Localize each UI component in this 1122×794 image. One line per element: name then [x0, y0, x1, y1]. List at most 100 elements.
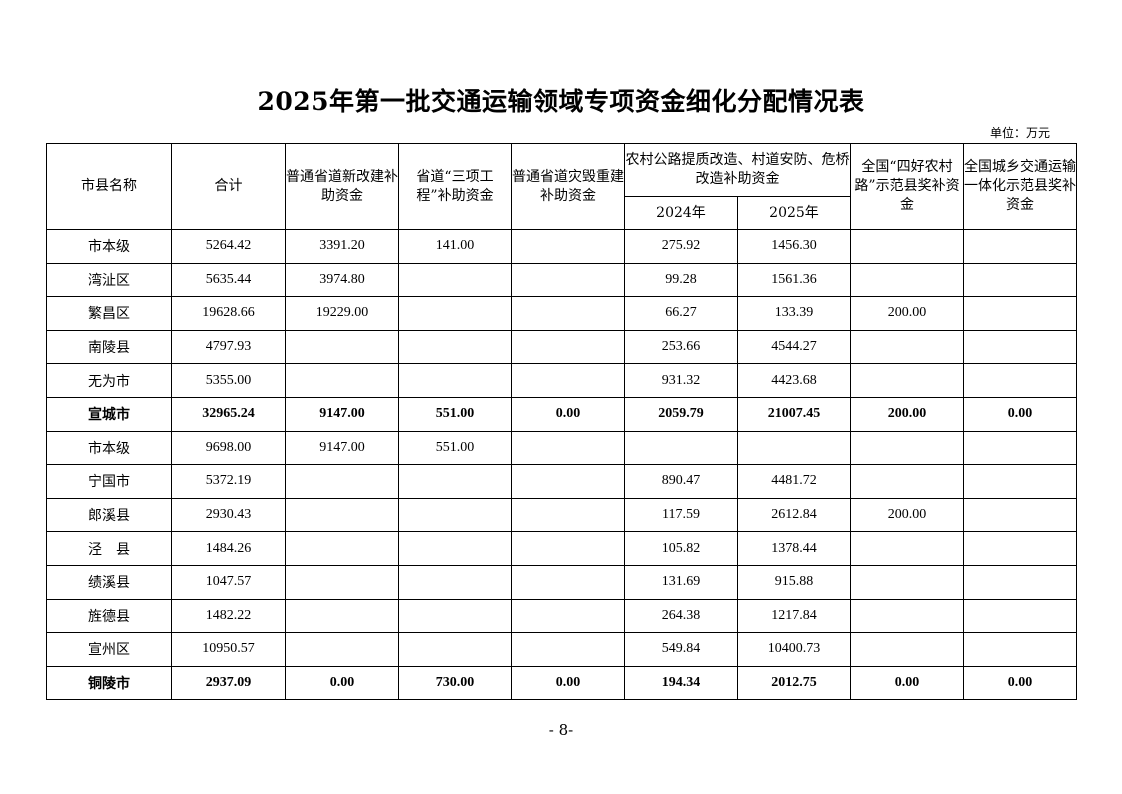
cell-c3: 0.00	[511, 396, 625, 432]
unit-label: 单位：万元	[989, 126, 1050, 140]
cell-c5	[850, 363, 964, 398]
cell-c6	[963, 564, 1077, 600]
cell-c4b: 1456.30	[737, 229, 851, 264]
cell-c3	[511, 497, 625, 533]
cell-c3	[511, 598, 625, 634]
page-number: - 8-	[548, 721, 574, 739]
cell-c2: 141.00	[398, 229, 512, 264]
cell-c3: 0.00	[511, 665, 625, 701]
cell-c4b: 1378.44	[737, 531, 851, 566]
cell-c4a: 275.92	[624, 229, 738, 264]
cell-c3	[511, 363, 625, 398]
cell-c1	[285, 632, 399, 667]
cell-c6: 0.00	[963, 665, 1077, 701]
cell-c3	[511, 464, 625, 499]
cell-c4b	[737, 430, 851, 466]
cell-c3	[511, 229, 625, 264]
cell-c4a: 117.59	[624, 497, 738, 533]
cell-c5	[850, 564, 964, 600]
cell-c4a: 931.32	[624, 363, 738, 398]
cell-c2	[398, 632, 512, 667]
table-row: 郎溪县 2930.43 117.59 2612.84 200.00	[46, 497, 1077, 533]
cell-c4b: 1561.36	[737, 262, 851, 298]
cell-c5: 200.00	[850, 497, 964, 533]
cell-c2	[398, 363, 512, 398]
cell-c4a: 253.66	[624, 329, 738, 365]
cell-c4a: 131.69	[624, 564, 738, 600]
cell-c5: 200.00	[850, 396, 964, 432]
cell-c4b: 10400.73	[737, 632, 851, 667]
cell-total: 5372.19	[171, 464, 286, 499]
cell-c1: 0.00	[285, 665, 399, 701]
cell-c4a: 264.38	[624, 598, 738, 634]
table-row: 繁昌区 19628.66 19229.00 66.27 133.39 200.00	[46, 296, 1077, 331]
cell-total: 4797.93	[171, 329, 286, 365]
cell-total: 5355.00	[171, 363, 286, 398]
cell-name: 无为市	[46, 363, 172, 398]
table-row: 无为市 5355.00 931.32 4423.68	[46, 363, 1077, 398]
cell-c1: 9147.00	[285, 396, 399, 432]
header-disaster-rebuild: 普通省道灾毁重建补助资金	[511, 143, 625, 230]
cell-c2	[398, 598, 512, 634]
cell-c4a: 194.34	[624, 665, 738, 701]
cell-c3	[511, 430, 625, 466]
cell-c4b: 133.39	[737, 296, 851, 331]
cell-name: 南陵县	[46, 329, 172, 365]
cell-c1	[285, 363, 399, 398]
cell-c1	[285, 531, 399, 566]
cell-c5: 200.00	[850, 296, 964, 331]
subtotal-row: 铜陵市 2937.09 0.00 730.00 0.00 194.34 2012.75 0.0…	[46, 665, 1077, 701]
cell-c4b: 915.88	[737, 564, 851, 600]
cell-c1	[285, 497, 399, 533]
cell-name: 市本级	[46, 229, 172, 264]
cell-c3	[511, 296, 625, 331]
cell-c6	[963, 296, 1077, 331]
cell-c1	[285, 564, 399, 600]
cell-c6	[963, 632, 1077, 667]
cell-c2	[398, 531, 512, 566]
cell-name: 泾 县	[46, 531, 172, 566]
cell-name: 市本级	[46, 430, 172, 466]
cell-total: 5635.44	[171, 262, 286, 298]
cell-c6	[963, 262, 1077, 298]
cell-c6: 0.00	[963, 396, 1077, 432]
header-provincial-road-new: 普通省道新改建补助资金	[285, 143, 399, 230]
cell-c6	[963, 531, 1077, 566]
cell-total: 5264.42	[171, 229, 286, 264]
cell-c5	[850, 329, 964, 365]
table-row: 绩溪县 1047.57 131.69 915.88	[46, 564, 1077, 600]
cell-c4b: 21007.45	[737, 396, 851, 432]
cell-name: 郎溪县	[46, 497, 172, 533]
cell-c1: 3391.20	[285, 229, 399, 264]
cell-c4a: 890.47	[624, 464, 738, 499]
cell-c5	[850, 464, 964, 499]
cell-c2: 730.00	[398, 665, 512, 701]
header-four-good-roads: 全国“四好农村路”示范县奖补资金	[850, 143, 964, 230]
cell-name: 繁昌区	[46, 296, 172, 331]
header-three-projects: 省道“三项工程”补助资金	[398, 143, 512, 230]
cell-c2	[398, 262, 512, 298]
cell-c3	[511, 329, 625, 365]
cell-c4b: 4481.72	[737, 464, 851, 499]
cell-c4a: 549.84	[624, 632, 738, 667]
cell-name: 绩溪县	[46, 564, 172, 600]
table-row: 旌德县 1482.22 264.38 1217.84	[46, 598, 1077, 634]
table-row: 泾 县 1484.26 105.82 1378.44	[46, 531, 1077, 566]
header-total: 合计	[171, 143, 286, 230]
header-2024: 2024年	[624, 196, 738, 230]
cell-c5	[850, 598, 964, 634]
cell-c1	[285, 329, 399, 365]
cell-c4b: 2012.75	[737, 665, 851, 701]
table-row: 南陵县 4797.93 253.66 4544.27	[46, 329, 1077, 365]
cell-c6	[963, 363, 1077, 398]
cell-c6	[963, 329, 1077, 365]
allocation-table: 市县名称 合计 普通省道新改建补助资金 省道“三项工程”补助资金 普通省道灾毁重…	[46, 143, 1077, 701]
cell-c6	[963, 430, 1077, 466]
cell-c5	[850, 229, 964, 264]
cell-total: 2930.43	[171, 497, 286, 533]
cell-c1: 3974.80	[285, 262, 399, 298]
cell-c5	[850, 262, 964, 298]
table-row: 宁国市 5372.19 890.47 4481.72	[46, 464, 1077, 499]
cell-c2: 551.00	[398, 396, 512, 432]
cell-c2	[398, 497, 512, 533]
